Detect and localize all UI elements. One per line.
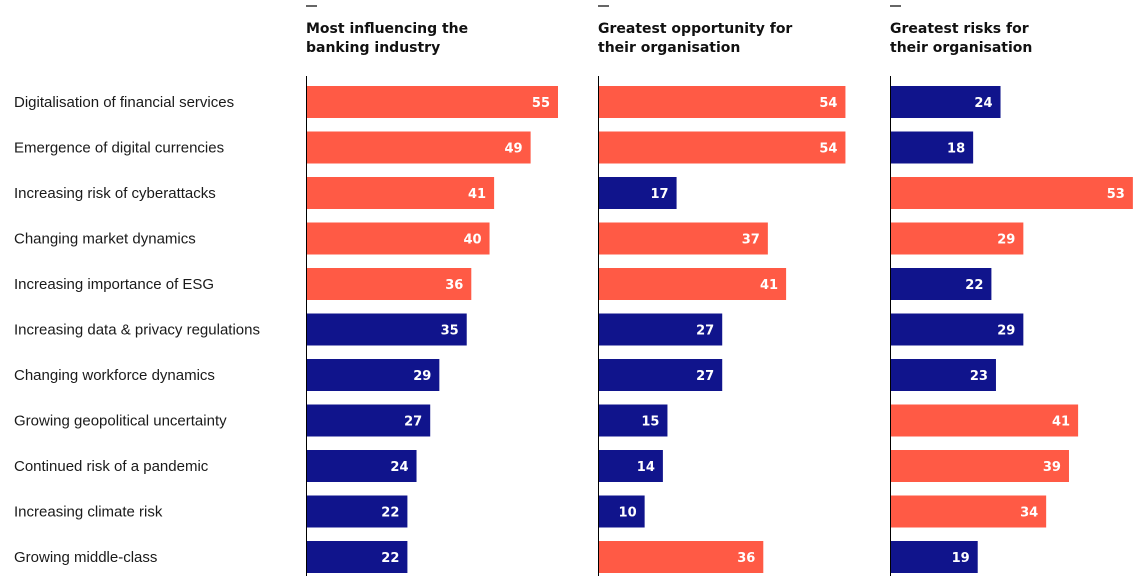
bar-value-label: 35 [441,324,459,339]
bar-value-label: 27 [404,415,422,430]
bar [891,359,996,391]
bar-value-label: 29 [997,324,1015,339]
bar [307,177,495,209]
bar-value-label: 39 [1043,460,1061,475]
bar-value-label: 24 [390,460,408,475]
category-label: Changing workforce dynamics [14,367,215,384]
bar [599,404,668,437]
category-label: Growing middle-class [14,549,157,566]
bar-value-label: 53 [1107,187,1125,202]
bar [599,131,846,164]
panel-title: Most influencing the [306,21,468,37]
bar [599,177,677,209]
bar [891,222,1024,255]
bar [599,541,764,573]
bar-value-label: 22 [965,278,983,293]
bar [307,404,431,437]
bar-value-label: 37 [742,233,760,248]
bar-value-label: 49 [505,142,523,157]
panel-title: Greatest risks for [890,21,1029,37]
bar [599,450,663,482]
category-label: Increasing risk of cyberattacks [14,185,216,202]
bar [891,495,1047,528]
bar-value-label: 22 [381,506,399,521]
bar [599,313,723,346]
category-label: Changing market dynamics [14,231,196,248]
bar [599,222,768,255]
bar [599,359,723,391]
bar-value-label: 54 [819,142,837,157]
bar-value-label: 23 [970,369,988,384]
bar-value-label: 36 [737,551,755,566]
bar-value-label: 27 [696,369,714,384]
bar-value-label: 22 [381,551,399,566]
bar-value-label: 36 [445,278,463,293]
bar [891,450,1069,482]
bar [599,268,787,300]
bar-value-label: 19 [952,551,970,566]
bar [307,541,408,573]
bar-value-label: 17 [650,187,668,202]
bar [891,131,974,164]
bar [891,541,978,573]
panel-title: banking industry [306,40,440,56]
bar [307,131,531,164]
category-label: Increasing climate risk [14,504,163,521]
bar-value-label: 27 [696,324,714,339]
bar-value-label: 14 [637,460,655,475]
category-label: Growing geopolitical uncertainty [14,413,227,430]
bar-value-label: 41 [760,278,778,293]
bar-value-label: 18 [947,142,965,157]
bar [307,495,408,528]
bar-value-label: 54 [819,96,837,111]
category-label: Emergence of digital currencies [14,140,224,157]
bar [307,268,472,300]
bar-value-label: 34 [1020,506,1038,521]
bar [891,86,1001,118]
bar [307,313,467,346]
category-label: Increasing importance of ESG [14,276,214,293]
bar-value-label: 29 [997,233,1015,248]
bar [599,86,846,118]
category-label: Digitalisation of financial services [14,94,234,111]
panel-title: Greatest opportunity for [598,21,792,37]
bar-value-label: 55 [532,96,550,111]
bar-value-label: 41 [468,187,486,202]
bar [891,268,992,300]
bar [891,313,1024,346]
bar [307,359,440,391]
bar [307,450,417,482]
panel-title: their organisation [890,40,1032,56]
bar [307,222,490,255]
bar-value-label: 15 [641,415,659,430]
bar-value-label: 29 [413,369,431,384]
bar-value-label: 10 [619,506,637,521]
bar [891,177,1133,209]
bar-value-label: 40 [463,233,481,248]
panel-title: their organisation [598,40,740,56]
category-label: Continued risk of a pandemic [14,458,209,475]
bar [307,86,558,118]
bar-value-label: 24 [974,96,992,111]
bar [599,495,645,528]
bar-value-label: 41 [1052,415,1070,430]
bar [891,404,1079,437]
category-label: Increasing data & privacy regulations [14,322,260,339]
